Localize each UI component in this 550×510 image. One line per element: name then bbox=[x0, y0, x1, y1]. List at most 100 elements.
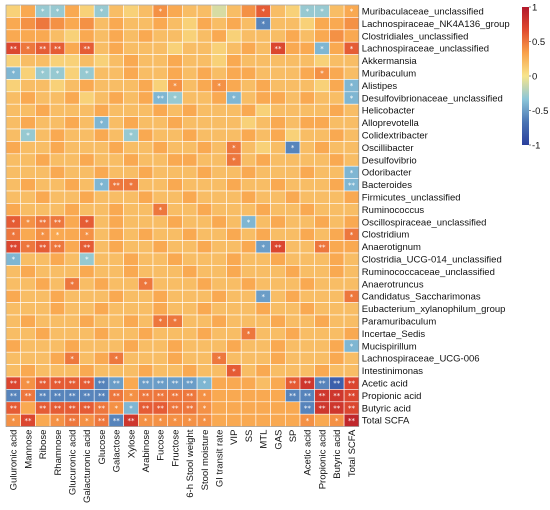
significance-mark: * bbox=[306, 8, 310, 16]
cell-alistipes-guluronic-acid bbox=[5, 79, 21, 93]
cell-firmicutes-unclassified-galactose bbox=[108, 190, 124, 204]
row-label-desulfovibrionaceae-unclassified: Desulfovibrionaceae_unclassified bbox=[362, 93, 503, 104]
row-label-odoribacter: Odoribacter bbox=[362, 168, 412, 179]
cell-helicobacter-glucuronic-acid bbox=[64, 103, 80, 117]
significance-mark: ** bbox=[304, 380, 312, 388]
cell-desulfovibrio-gas bbox=[270, 153, 286, 167]
cell-alistipes-mtl bbox=[255, 79, 271, 93]
cell-ruminococcaceae-unclassified-mtl bbox=[255, 265, 271, 279]
cell-anaerotruncus-mtl bbox=[255, 277, 271, 291]
significance-mark: ** bbox=[10, 243, 18, 251]
significance-mark: ** bbox=[39, 243, 47, 251]
cell-lachnospiraceae-nk4a136-group-stool-moisture bbox=[196, 17, 213, 31]
cell-paramuribaculum-butyric-acid bbox=[329, 314, 345, 328]
cell-clostridia-ucg-014-unclassified-propionic-acid bbox=[314, 252, 330, 266]
cell-clostridia-ucg-014-unclassified-fructose bbox=[167, 252, 183, 266]
row-label-helicobacter: Helicobacter bbox=[362, 106, 415, 117]
cell-lachnospiraceae-unclassified-galactose bbox=[108, 41, 124, 55]
cell-firmicutes-unclassified-galacturonic-acid bbox=[79, 190, 95, 204]
cell-oscillospiraceae-unclassified-arabinose bbox=[138, 215, 154, 229]
significance-mark: ** bbox=[157, 95, 165, 103]
cell-akkermansia-fructose bbox=[167, 54, 183, 68]
significance-mark: ** bbox=[39, 405, 47, 413]
cell-eubacterium-xylanophilum-group-guluronic-acid bbox=[5, 302, 21, 316]
significance-mark: ** bbox=[319, 243, 327, 251]
cell-anaerotruncus-ribose bbox=[35, 277, 51, 291]
significance-mark: * bbox=[85, 231, 89, 239]
cell-odoribacter-ribose bbox=[35, 165, 51, 179]
cell-ruminococcaceae-unclassified-arabinose bbox=[138, 265, 154, 279]
cell-candidatus-saccharimonas-acetic-acid bbox=[299, 289, 315, 303]
cell-lachnospiraceae-ucg-006-acetic-acid bbox=[299, 351, 315, 365]
cell-candidatus-saccharimonas-arabinose bbox=[138, 289, 154, 303]
cell-intestinimonas-ribose bbox=[35, 364, 51, 378]
cell-lachnospiraceae-nk4a136-group-ribose bbox=[35, 17, 51, 31]
cell-alloprevotella-propionic-acid bbox=[314, 116, 330, 130]
cell-muribaculaceae-unclassified-fructose bbox=[167, 4, 183, 18]
significance-mark: * bbox=[247, 219, 251, 227]
significance-mark: * bbox=[350, 8, 354, 16]
cell-odoribacter-vip bbox=[226, 165, 242, 179]
cell-colidextribacter-guluronic-acid bbox=[5, 128, 21, 142]
row-label-clostridium: Clostridium bbox=[362, 230, 410, 241]
cell-anaerotruncus-acetic-acid bbox=[299, 277, 315, 291]
cell-clostridiales-unclassified-6-h-stool-weight bbox=[182, 29, 198, 43]
cell-odoribacter-rhamnose bbox=[49, 165, 66, 179]
cell-alistipes-glucose bbox=[93, 79, 110, 93]
cell-butyric-acid-sp bbox=[284, 401, 301, 415]
significance-mark: * bbox=[217, 82, 221, 90]
cell-clostridiales-unclassified-glucuronic-acid bbox=[64, 29, 80, 43]
column-label-xylose: Xylose bbox=[126, 430, 137, 459]
cell-alloprevotella-galactose bbox=[108, 116, 124, 130]
cell-clostridium-glucose bbox=[93, 227, 110, 241]
cell-propionic-acid-vip bbox=[226, 389, 242, 403]
cell-firmicutes-unclassified-glucuronic-acid bbox=[64, 190, 80, 204]
cell-firmicutes-unclassified-ss bbox=[240, 190, 257, 204]
cell-oscillibacter-fructose bbox=[167, 141, 183, 155]
column-label-6-h-stool-weight: 6-h Stool weight bbox=[185, 429, 196, 497]
cell-incertae-sedis-galacturonic-acid bbox=[79, 327, 95, 341]
column-label-vip: VIP bbox=[229, 430, 240, 445]
cell-oscillospiraceae-unclassified-glucuronic-acid bbox=[64, 215, 80, 229]
cell-firmicutes-unclassified-ribose bbox=[35, 190, 51, 204]
column-label-acetic-acid: Acetic acid bbox=[303, 430, 314, 476]
significance-mark: ** bbox=[186, 405, 194, 413]
cell-lachnospiraceae-unclassified-acetic-acid bbox=[299, 41, 315, 55]
cell-incertae-sedis-acetic-acid bbox=[299, 327, 315, 341]
cell-ruminococcus-fructose bbox=[167, 203, 183, 217]
significance-mark: * bbox=[173, 82, 177, 90]
cell-muribaculum-glucuronic-acid bbox=[64, 66, 80, 80]
significance-mark: ** bbox=[113, 417, 121, 425]
cell-muribaculum-galactose bbox=[108, 66, 124, 80]
cell-intestinimonas-acetic-acid bbox=[299, 364, 315, 378]
cell-acetic-acid-gi-transit-rate bbox=[211, 376, 227, 390]
significance-mark: ** bbox=[113, 181, 121, 189]
cell-colidextribacter-glucuronic-acid bbox=[64, 128, 80, 142]
cell-odoribacter-butyric-acid bbox=[329, 165, 345, 179]
cell-lachnospiraceae-ucg-006-gas bbox=[270, 351, 286, 365]
significance-mark: * bbox=[217, 355, 221, 363]
cell-candidatus-saccharimonas-rhamnose bbox=[49, 289, 66, 303]
cell-ruminococcus-stool-moisture bbox=[196, 203, 213, 217]
cell-intestinimonas-stool-moisture bbox=[196, 364, 213, 378]
cell-clostridium-gas bbox=[270, 227, 286, 241]
cell-lachnospiraceae-ucg-006-glucose bbox=[93, 351, 110, 365]
cell-ruminococcaceae-unclassified-ribose bbox=[35, 265, 51, 279]
cell-desulfovibrio-ribose bbox=[35, 153, 51, 167]
cell-alistipes-xylose bbox=[123, 79, 139, 93]
cell-bacteroides-guluronic-acid bbox=[5, 178, 21, 192]
cell-alistipes-fucose bbox=[152, 79, 168, 93]
cell-anaerotruncus-stool-moisture bbox=[196, 277, 213, 291]
cell-ruminococcaceae-unclassified-6-h-stool-weight bbox=[182, 265, 198, 279]
significance-mark: ** bbox=[83, 45, 91, 53]
cell-candidatus-saccharimonas-stool-moisture bbox=[196, 289, 213, 303]
cell-colidextribacter-galactose bbox=[108, 128, 124, 142]
significance-mark: ** bbox=[289, 392, 297, 400]
cell-clostridium-fructose bbox=[167, 227, 183, 241]
cell-anaerotruncus-mannose bbox=[20, 277, 36, 291]
significance-mark: * bbox=[144, 281, 148, 289]
row-label-ruminococcus: Ruminococcus bbox=[362, 205, 425, 216]
cell-oscillibacter-total-scfa bbox=[343, 141, 360, 155]
cell-akkermansia-6-h-stool-weight bbox=[182, 54, 198, 68]
cell-akkermansia-arabinose bbox=[138, 54, 154, 68]
